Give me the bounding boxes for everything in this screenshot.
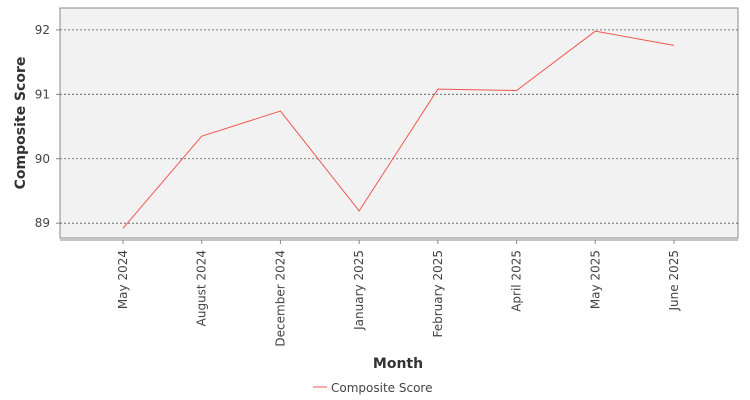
x-tick-label: January 2025 — [352, 250, 366, 331]
x-tick-label: May 2024 — [116, 250, 130, 309]
y-tick-label: 89 — [35, 216, 50, 230]
legend-label: Composite Score — [331, 381, 432, 395]
x-tick-label: December 2024 — [273, 250, 287, 347]
y-tick-label: 92 — [35, 23, 50, 37]
plot-area — [59, 7, 739, 239]
x-tick-label: May 2025 — [588, 250, 602, 309]
series-line — [122, 30, 675, 229]
x-axis-label: Month — [373, 356, 423, 372]
x-tick-label: February 2025 — [431, 250, 445, 338]
x-tick-label: June 2025 — [667, 250, 681, 312]
x-tick-label: August 2024 — [195, 250, 209, 326]
y-tick-label: 90 — [35, 152, 50, 166]
y-axis-label: Composite Score — [13, 57, 29, 190]
x-tick-label: April 2025 — [510, 250, 524, 312]
y-tick-label: 91 — [35, 87, 50, 101]
